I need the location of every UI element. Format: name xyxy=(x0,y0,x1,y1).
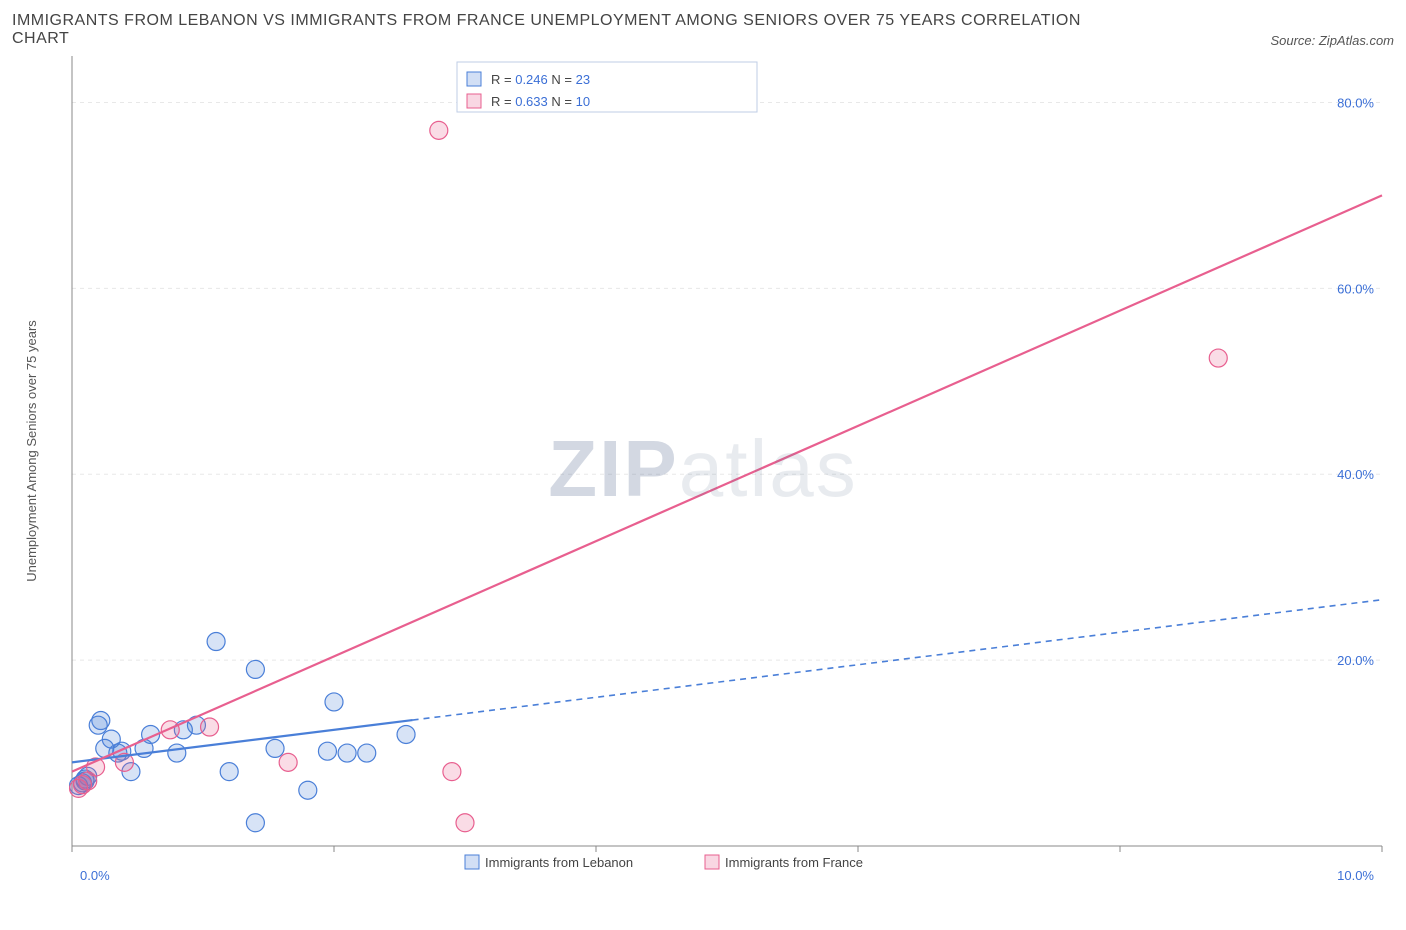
scatter-point-france xyxy=(456,814,474,832)
legend-stats-france: R = 0.633 N = 10 xyxy=(491,94,590,109)
bottom-legend-swatch-france xyxy=(705,855,719,869)
scatter-point-france xyxy=(279,753,297,771)
bottom-legend-label-lebanon: Immigrants from Lebanon xyxy=(485,855,633,870)
trend-line-dashed-lebanon xyxy=(413,600,1382,720)
y-tick-label: 80.0% xyxy=(1337,95,1374,110)
scatter-point-france xyxy=(430,121,448,139)
x-tick-label: 0.0% xyxy=(80,868,110,883)
scatter-point-lebanon xyxy=(92,712,110,730)
scatter-point-lebanon xyxy=(325,693,343,711)
bottom-legend-swatch-lebanon xyxy=(465,855,479,869)
scatter-point-lebanon xyxy=(338,744,356,762)
source-attribution: Source: ZipAtlas.com xyxy=(1270,33,1394,48)
scatter-point-lebanon xyxy=(207,633,225,651)
y-tick-label: 40.0% xyxy=(1337,467,1374,482)
chart-title: IMMIGRANTS FROM LEBANON VS IMMIGRANTS FR… xyxy=(12,12,1112,48)
legend-swatch-france xyxy=(467,94,481,108)
scatter-point-lebanon xyxy=(397,725,415,743)
y-tick-label: 20.0% xyxy=(1337,653,1374,668)
scatter-point-france xyxy=(1209,349,1227,367)
legend-stats-lebanon: R = 0.246 N = 23 xyxy=(491,72,590,87)
scatter-point-lebanon xyxy=(318,742,336,760)
scatter-point-france xyxy=(201,718,219,736)
scatter-point-lebanon xyxy=(168,744,186,762)
bottom-legend-label-france: Immigrants from France xyxy=(725,855,863,870)
y-axis-label: Unemployment Among Seniors over 75 years xyxy=(24,320,39,582)
chart-container: 20.0% 40.0% 60.0% 80.0% 0.0% 10.0% Unemploymen… xyxy=(12,56,1394,916)
scatter-point-lebanon xyxy=(246,660,264,678)
legend-swatch-lebanon xyxy=(467,72,481,86)
x-tick-label: 10.0% xyxy=(1337,868,1374,883)
scatter-point-lebanon xyxy=(246,814,264,832)
correlation-scatter-chart: 20.0% 40.0% 60.0% 80.0% 0.0% 10.0% Unemploymen… xyxy=(12,56,1394,916)
scatter-point-lebanon xyxy=(266,739,284,757)
scatter-point-lebanon xyxy=(358,744,376,762)
scatter-point-lebanon xyxy=(220,763,238,781)
trend-line-france xyxy=(72,195,1382,771)
y-tick-label: 60.0% xyxy=(1337,281,1374,296)
scatter-point-france xyxy=(443,763,461,781)
scatter-point-france xyxy=(161,721,179,739)
scatter-point-lebanon xyxy=(299,781,317,799)
